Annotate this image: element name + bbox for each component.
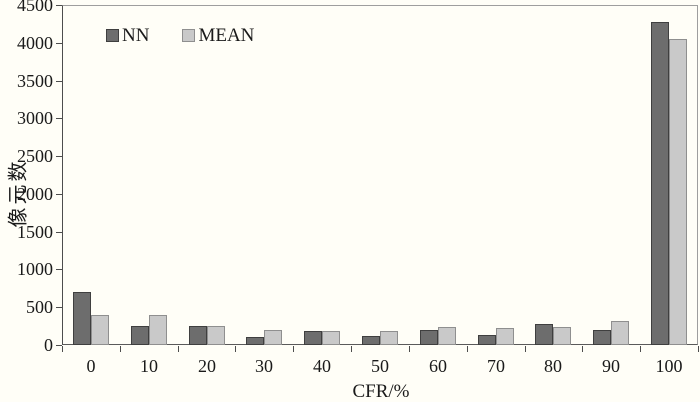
y-tick-mark	[56, 232, 62, 233]
y-tick-label: 0	[44, 335, 53, 355]
x-tick-mark	[467, 346, 468, 352]
bar-nn	[478, 335, 496, 345]
x-category-label: 80	[544, 356, 562, 376]
bar-nn	[73, 292, 91, 345]
y-tick-mark	[56, 5, 62, 6]
x-tick-mark	[62, 346, 63, 352]
y-tick-label: 2500	[17, 146, 53, 166]
bar-mean	[91, 315, 109, 345]
chart-legend: NN MEAN	[106, 26, 254, 45]
y-tick-mark	[56, 156, 62, 157]
y-tick-mark	[56, 307, 62, 308]
x-category-label: 10	[140, 356, 158, 376]
bar-nn	[362, 336, 380, 345]
x-tick-mark	[525, 346, 526, 352]
x-tick-mark	[178, 346, 179, 352]
plot-area	[62, 5, 698, 345]
bar-nn	[535, 324, 553, 345]
bar-mean	[207, 326, 225, 345]
bar-nn	[131, 326, 149, 345]
y-tick-label: 1500	[17, 222, 53, 242]
x-category-label: 90	[602, 356, 620, 376]
x-category-label: 0	[86, 356, 96, 376]
bar-mean	[264, 330, 282, 345]
x-tick-mark	[120, 346, 121, 352]
bar-mean	[669, 39, 687, 345]
bar-mean	[149, 315, 167, 345]
bar-nn	[593, 330, 611, 345]
y-tick-label: 4500	[17, 0, 53, 15]
x-axis-title: CFR/%	[352, 381, 410, 402]
x-tick-mark	[235, 346, 236, 352]
legend-label-nn: NN	[122, 25, 150, 46]
y-tick-label: 500	[26, 297, 53, 317]
x-category-label: 50	[371, 356, 389, 376]
y-tick-label: 3000	[17, 108, 53, 128]
x-category-label: 30	[255, 356, 273, 376]
y-tick-label: 3500	[17, 71, 53, 91]
bar-mean	[611, 321, 629, 345]
legend-swatch-mean	[182, 29, 196, 42]
y-tick-mark	[56, 81, 62, 82]
bar-nn	[420, 330, 438, 345]
y-tick-label: 2000	[17, 184, 53, 204]
legend-item-mean: MEAN	[182, 26, 254, 45]
x-tick-mark	[351, 346, 352, 352]
bar-mean	[496, 328, 514, 345]
x-tick-mark	[293, 346, 294, 352]
y-tick-mark	[56, 194, 62, 195]
bar-mean	[438, 327, 456, 345]
bar-nn	[304, 331, 322, 345]
y-tick-label: 1000	[17, 259, 53, 279]
bar-mean	[553, 327, 571, 345]
x-category-label: 60	[429, 356, 447, 376]
x-category-label: 70	[487, 356, 505, 376]
bar-mean	[322, 331, 340, 345]
x-category-label: 100	[655, 356, 683, 376]
x-tick-mark	[582, 346, 583, 352]
y-tick-mark	[56, 269, 62, 270]
bar-mean	[380, 331, 398, 345]
y-tick-mark	[56, 118, 62, 119]
y-tick-label: 4000	[17, 33, 53, 53]
x-category-label: 20	[198, 356, 216, 376]
legend-item-nn: NN	[106, 26, 149, 45]
x-tick-mark	[640, 346, 641, 352]
bar-nn	[189, 326, 207, 345]
legend-swatch-nn	[106, 29, 119, 42]
legend-label-mean: MEAN	[198, 25, 255, 46]
x-tick-mark	[698, 346, 699, 352]
x-category-label: 40	[313, 356, 331, 376]
y-tick-mark	[56, 345, 62, 346]
bar-nn	[246, 337, 264, 345]
y-tick-mark	[56, 43, 62, 44]
bar-nn	[651, 22, 669, 345]
x-tick-mark	[409, 346, 410, 352]
